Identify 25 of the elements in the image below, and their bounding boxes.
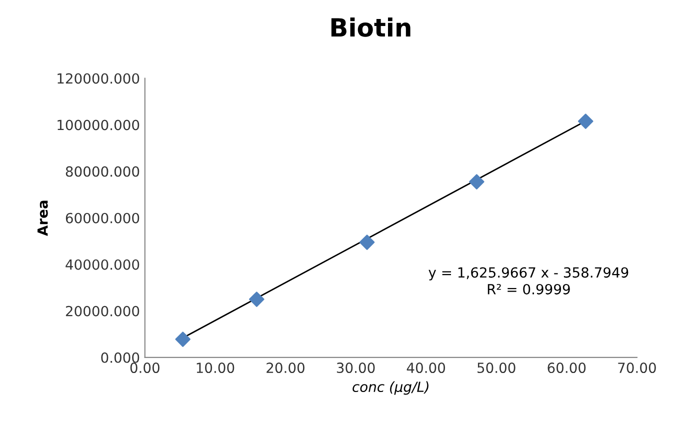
y-tick-label: 100000.000 — [58, 120, 140, 130]
x-tick-label: 20.00 — [266, 362, 304, 374]
point — [469, 174, 484, 190]
point — [175, 332, 191, 347]
x-axis-title: conc (µg/L) — [352, 381, 428, 395]
annotation: y = 1,625.9667 x - 358.7949 — [428, 267, 628, 280]
point — [578, 114, 594, 129]
x-tick-label: 10.00 — [196, 362, 234, 374]
y-tick-label: 80000.000 — [66, 166, 140, 177]
x-tick-label: 60.00 — [548, 362, 586, 374]
y-tick-label: 120000.000 — [58, 73, 140, 84]
y-tick-label: 20000.000 — [66, 306, 140, 316]
y-tick-label: 60000.000 — [66, 212, 140, 224]
annotation: R² = 0.9999 — [488, 284, 570, 294]
x-tick-label: 30.00 — [336, 362, 375, 374]
y-tick-label: 40000.000 — [66, 259, 140, 270]
y-tick-label: 0.000 — [101, 352, 140, 363]
point — [249, 292, 264, 307]
x-tick-label: 40.00 — [406, 362, 446, 374]
chart-title: Biotin — [331, 18, 410, 37]
x-tick-label: 0.00 — [130, 362, 160, 374]
point — [359, 234, 375, 250]
y-axis-title: Area — [38, 200, 48, 236]
x-tick-label: 50.00 — [478, 362, 516, 374]
x-tick-label: 70.00 — [618, 362, 656, 374]
